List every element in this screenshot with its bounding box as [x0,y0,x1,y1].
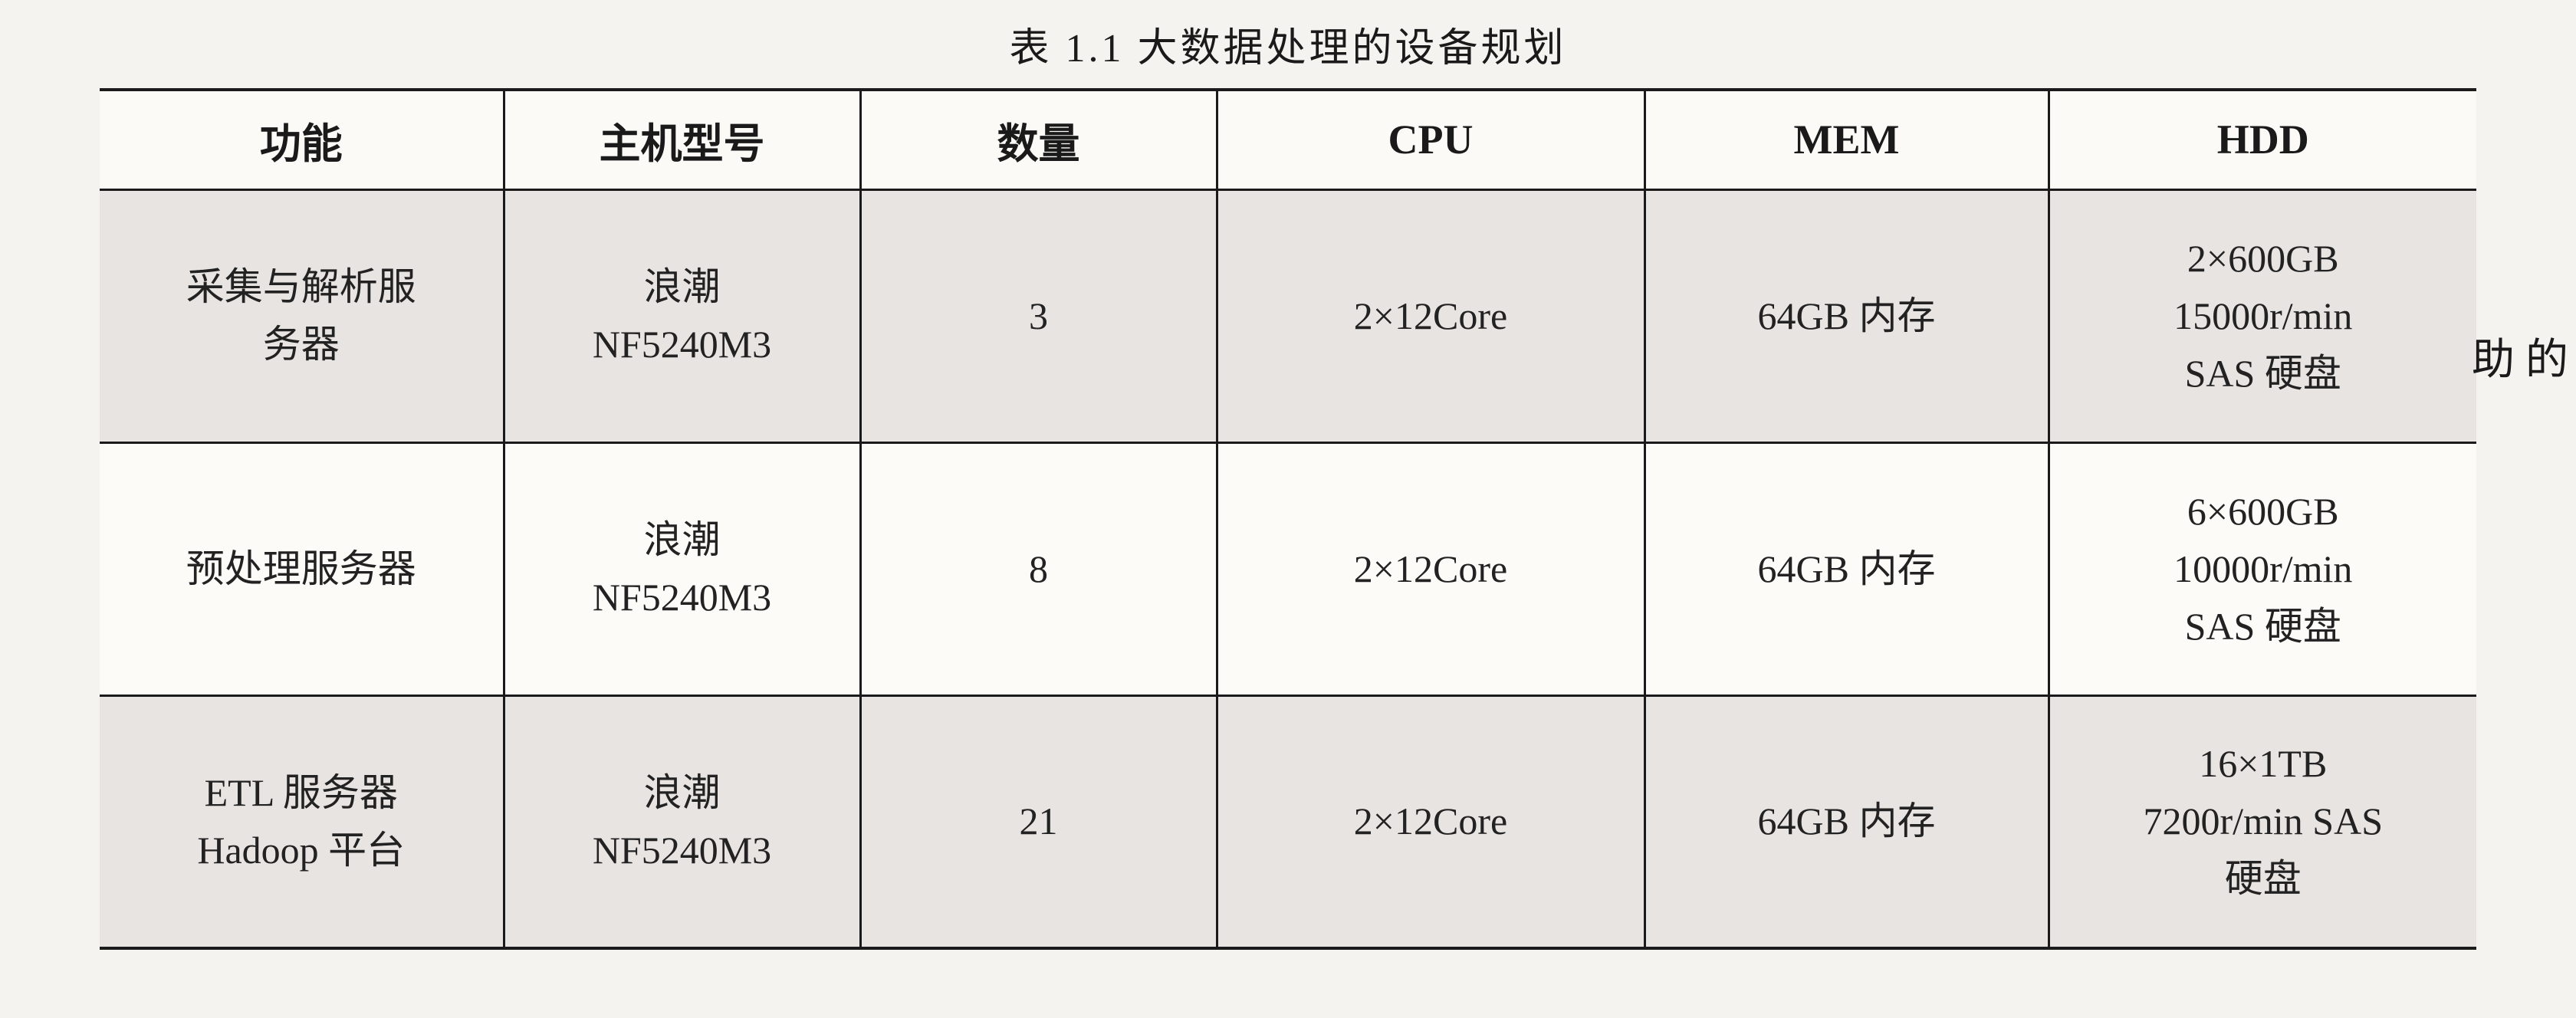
col-header-hdd: HDD [2049,90,2476,189]
cell-mem: 64GB 内存 [1644,442,2049,695]
cell-hdd: 6×600GB 10000r/min SAS 硬盘 [2049,442,2476,695]
col-header-model: 主机型号 [504,90,860,189]
cell-model: 浪潮 NF5240M3 [504,442,860,695]
table-caption: 表 1.1 大数据处理的设备规划 [31,15,2545,73]
col-header-qty: 数量 [860,90,1217,189]
cell-model: 浪潮 NF5240M3 [504,695,860,948]
cell-qty: 8 [860,442,1217,695]
cell-qty: 3 [860,189,1217,442]
table-header-row: 功能 主机型号 数量 CPU MEM HDD [100,90,2476,189]
cell-cpu: 2×12Core [1217,442,1644,695]
table-wrapper: 功能 主机型号 数量 CPU MEM HDD 采集与解析服 务器 浪潮 NF52… [100,88,2476,950]
cell-hdd: 2×600GB 15000r/min SAS 硬盘 [2049,189,2476,442]
cell-mem: 64GB 内存 [1644,695,2049,948]
cell-model: 浪潮 NF5240M3 [504,189,860,442]
col-header-func: 功能 [100,90,504,189]
col-header-mem: MEM [1644,90,2049,189]
cell-func: 预处理服务器 [100,442,504,695]
table-row: ETL 服务器 Hadoop 平台 浪潮 NF5240M3 21 2×12Cor… [100,695,2476,948]
cell-cpu: 2×12Core [1217,695,1644,948]
equipment-table: 功能 主机型号 数量 CPU MEM HDD 采集与解析服 务器 浪潮 NF52… [100,88,2476,950]
cell-cpu: 2×12Core [1217,189,1644,442]
table-row: 采集与解析服 务器 浪潮 NF5240M3 3 2×12Core 64GB 内存… [100,189,2476,442]
margin-text: 助 的 [2472,322,2568,399]
cell-mem: 64GB 内存 [1644,189,2049,442]
col-header-cpu: CPU [1217,90,1644,189]
cell-qty: 21 [860,695,1217,948]
cell-hdd: 16×1TB 7200r/min SAS 硬盘 [2049,695,2476,948]
cell-func: ETL 服务器 Hadoop 平台 [100,695,504,948]
table-row: 预处理服务器 浪潮 NF5240M3 8 2×12Core 64GB 内存 6×… [100,442,2476,695]
cell-func: 采集与解析服 务器 [100,189,504,442]
